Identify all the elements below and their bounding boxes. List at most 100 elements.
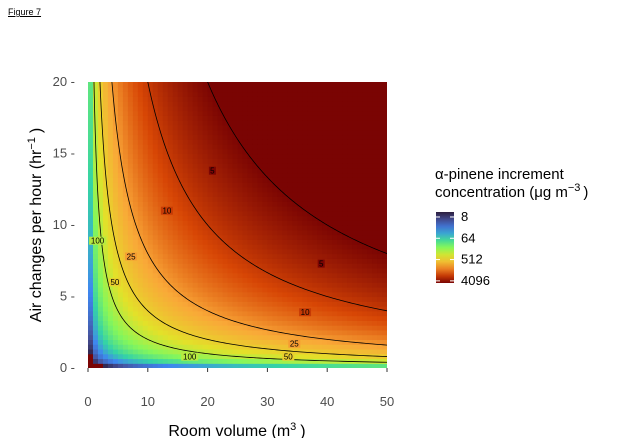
heatmap-cell bbox=[217, 239, 224, 245]
heatmap-cell bbox=[292, 229, 298, 236]
heatmap-cell bbox=[362, 167, 368, 174]
heatmap-cell bbox=[237, 348, 244, 355]
heatmap-cell bbox=[177, 143, 184, 150]
heatmap-cell bbox=[337, 186, 343, 193]
heatmap-cell bbox=[307, 182, 313, 188]
heatmap-cell bbox=[237, 82, 244, 88]
heatmap-cell bbox=[277, 301, 283, 307]
heatmap-cell bbox=[322, 348, 328, 355]
heatmap-cell bbox=[247, 263, 254, 269]
heatmap-cell bbox=[252, 115, 259, 121]
heatmap-cell bbox=[157, 244, 164, 250]
heatmap-cell bbox=[282, 329, 288, 336]
heatmap-cell bbox=[217, 158, 224, 164]
heatmap-cell bbox=[237, 196, 244, 202]
heatmap-cell bbox=[247, 225, 254, 231]
heatmap-cell bbox=[177, 315, 184, 321]
heatmap-cell bbox=[277, 253, 283, 259]
heatmap-cell bbox=[177, 253, 184, 259]
heatmap-cell bbox=[347, 329, 353, 336]
heatmap-cell bbox=[237, 101, 244, 107]
heatmap-cell bbox=[227, 244, 234, 250]
heatmap-cell bbox=[337, 172, 343, 178]
heatmap-cell bbox=[272, 105, 278, 112]
heatmap-cell bbox=[182, 234, 189, 240]
heatmap-cell bbox=[352, 248, 358, 255]
heatmap-cell bbox=[337, 301, 343, 307]
heatmap-cell bbox=[312, 101, 318, 107]
heatmap-cell bbox=[342, 143, 348, 150]
heatmap-cell bbox=[122, 120, 129, 126]
heatmap-cell bbox=[302, 201, 308, 207]
heatmap-cell bbox=[192, 167, 199, 174]
heatmap-cell bbox=[262, 86, 268, 93]
heatmap-cell bbox=[102, 82, 109, 88]
heatmap-cell bbox=[297, 248, 303, 255]
heatmap-cell bbox=[342, 134, 348, 140]
heatmap-cell bbox=[282, 277, 288, 283]
heatmap-cell bbox=[292, 167, 298, 174]
heatmap-cell bbox=[282, 334, 288, 340]
heatmap-cell bbox=[327, 163, 333, 169]
heatmap-cell bbox=[222, 334, 229, 340]
heatmap-cell bbox=[187, 363, 194, 368]
heatmap-cell bbox=[167, 277, 174, 283]
heatmap-cell bbox=[212, 363, 219, 368]
heatmap-cell bbox=[282, 210, 288, 217]
heatmap-cell bbox=[152, 234, 159, 240]
heatmap-cell bbox=[227, 344, 234, 350]
heatmap-cell bbox=[277, 91, 283, 97]
heatmap-cell bbox=[237, 91, 244, 97]
heatmap-cell bbox=[282, 186, 288, 193]
heatmap-cell bbox=[122, 339, 129, 345]
heatmap-cell bbox=[252, 296, 259, 302]
heatmap-cell bbox=[147, 282, 154, 288]
heatmap-cell bbox=[137, 110, 144, 116]
heatmap-cell bbox=[137, 320, 144, 326]
heatmap-cell bbox=[307, 263, 313, 269]
heatmap-cell bbox=[297, 263, 303, 269]
heatmap-cell bbox=[97, 215, 104, 221]
heatmap-cell bbox=[262, 344, 268, 350]
heatmap-cell bbox=[107, 239, 114, 245]
heatmap-cell bbox=[307, 163, 313, 169]
heatmap-cell bbox=[137, 353, 144, 360]
heatmap-cell bbox=[262, 177, 268, 183]
heatmap-cell bbox=[232, 315, 239, 321]
heatmap-cell bbox=[107, 363, 114, 368]
heatmap-cell bbox=[277, 348, 283, 355]
heatmap-cell bbox=[342, 158, 348, 164]
heatmap-cell bbox=[182, 286, 189, 293]
heatmap-cell bbox=[102, 105, 109, 112]
heatmap-cell bbox=[162, 348, 169, 355]
heatmap-cell bbox=[182, 163, 189, 169]
heatmap-cell bbox=[212, 134, 219, 140]
heatmap-cell bbox=[177, 325, 184, 331]
heatmap-cell bbox=[267, 101, 273, 107]
heatmap-cell bbox=[202, 210, 209, 217]
heatmap-cell bbox=[342, 120, 348, 126]
heatmap-cell bbox=[117, 329, 124, 336]
heatmap-cell bbox=[222, 191, 229, 197]
heatmap-cell bbox=[307, 329, 313, 336]
heatmap-cell bbox=[382, 306, 387, 312]
contour-label-bg bbox=[125, 252, 138, 261]
heatmap-cell bbox=[302, 148, 308, 155]
heatmap-cell bbox=[157, 258, 164, 264]
heatmap-cell bbox=[382, 86, 387, 93]
heatmap-cell bbox=[287, 143, 293, 150]
heatmap-cell bbox=[88, 320, 94, 326]
heatmap-cell bbox=[88, 353, 94, 360]
heatmap-cell bbox=[247, 239, 254, 245]
heatmap-cell bbox=[297, 301, 303, 307]
heatmap-cell bbox=[352, 96, 358, 102]
heatmap-cell bbox=[327, 105, 333, 112]
heatmap-cell bbox=[107, 96, 114, 102]
heatmap-cell bbox=[337, 143, 343, 150]
heatmap-cell bbox=[142, 205, 149, 212]
heatmap-cell bbox=[202, 96, 209, 102]
heatmap-cell bbox=[202, 186, 209, 193]
heatmap-cell bbox=[257, 329, 264, 336]
heatmap-cell bbox=[137, 82, 144, 88]
heatmap-cell bbox=[177, 96, 184, 102]
